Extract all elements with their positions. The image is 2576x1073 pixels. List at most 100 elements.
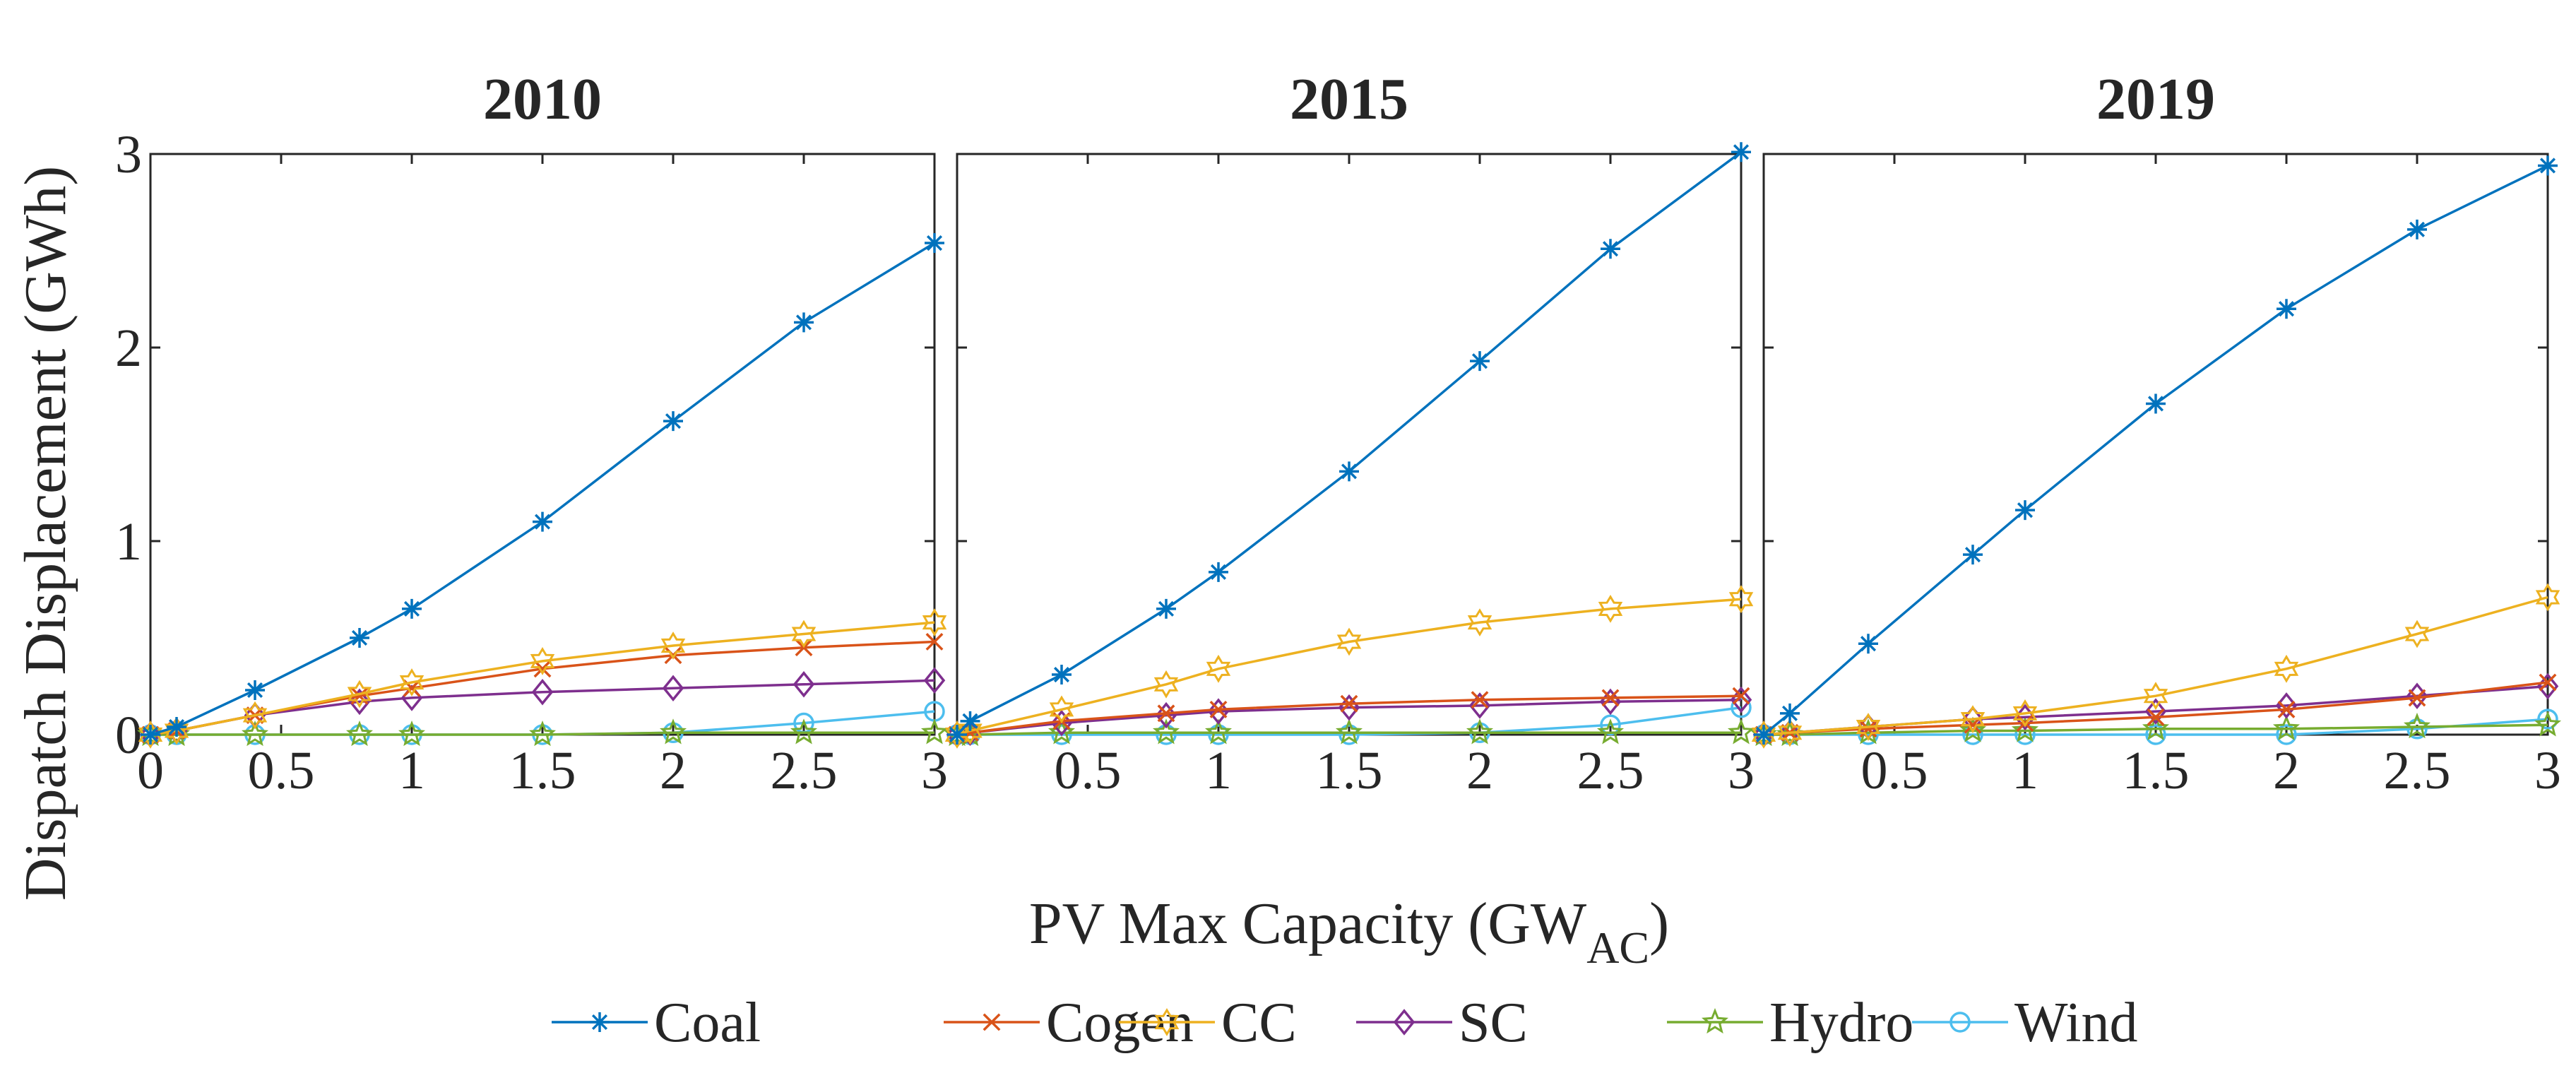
marker-hydro	[1466, 718, 1494, 745]
marker-cc	[791, 620, 817, 648]
marker-hydro	[920, 718, 949, 745]
x-tick-label: 0.5	[1861, 741, 1928, 800]
marker-sc	[1155, 701, 1177, 729]
marker-wind	[2145, 724, 2166, 745]
marker-coal	[2538, 155, 2558, 176]
x-tick-label: 0.5	[248, 741, 315, 800]
marker-hydro	[2534, 711, 2562, 737]
x-tick-label: 0	[137, 741, 164, 800]
x-axis-label: PV Max Capacity (GWAC)	[1029, 891, 1669, 973]
marker-hydro	[2011, 716, 2039, 742]
x-tick-label: 1	[2012, 741, 2038, 800]
legend-entry-sc: SC	[1356, 992, 1528, 1054]
x-tick-label: 2	[660, 741, 687, 800]
marker-coal	[350, 628, 369, 648]
marker-cc	[2404, 620, 2430, 648]
marker-cc	[2143, 682, 2168, 711]
marker-cc	[958, 716, 983, 745]
series-line-hydro	[1764, 723, 2548, 736]
marker-cc	[2012, 699, 2038, 728]
marker-cogen	[2539, 673, 2557, 692]
y-axis-label: Dispatch Displacement (GWh)	[13, 166, 78, 901]
marker-cc	[1049, 695, 1074, 724]
y-tick-label: 2	[115, 319, 142, 378]
marker-coal	[1156, 598, 1176, 619]
marker-coal	[663, 411, 683, 432]
marker-wind	[1051, 724, 1072, 745]
y-tick-label: 1	[115, 512, 142, 571]
marker-cogen	[2408, 689, 2426, 707]
marker-cc	[1777, 718, 1803, 747]
marker-cc	[1206, 654, 1231, 683]
marker-cc	[242, 701, 268, 730]
marker-hydro	[1959, 716, 1987, 742]
marker-hydro	[345, 720, 374, 747]
series-hydro	[1750, 711, 2562, 747]
marker-cogen	[2277, 700, 2296, 718]
marker-cogen	[2016, 714, 2034, 732]
marker-cc	[1728, 585, 1754, 614]
marker-coal	[1209, 562, 1228, 582]
marker-coal	[2277, 299, 2296, 319]
x-axis-label-close: )	[1649, 891, 1669, 956]
marker-cc	[138, 721, 163, 749]
legend-marker-coal	[590, 1012, 610, 1032]
marker-sc	[662, 675, 684, 702]
legend: Coal Cogen CC SC Hydro Wind	[552, 992, 2138, 1054]
marker-cogen	[1732, 687, 1750, 705]
marker-hydro	[2403, 712, 2431, 739]
series-line-cc	[956, 598, 1742, 736]
marker-cc	[347, 680, 372, 709]
marker-coal	[794, 312, 814, 333]
marker-sc	[2144, 698, 2167, 725]
marker-cc	[1467, 608, 1492, 637]
x-tick-label: 2	[1466, 741, 1493, 800]
marker-hydro	[1335, 718, 1363, 745]
marker-wind	[1600, 714, 1621, 736]
y-tick-label: 3	[115, 125, 142, 184]
marker-hydro	[1204, 718, 1233, 745]
marker-cogen	[350, 687, 369, 705]
marker-cogen	[1601, 689, 1620, 707]
x-tick-label: 1.5	[2123, 741, 2190, 800]
marker-hydro	[2272, 714, 2301, 740]
series-cc	[138, 608, 947, 749]
marker-coal	[1731, 142, 1751, 162]
x-tick-label: 1	[1205, 741, 1232, 800]
marker-wind	[2406, 718, 2428, 740]
x-axis-label-subscript: AC	[1586, 923, 1649, 973]
panel-2019: 0.5 1 1.5 2 2.5 3	[1750, 153, 2562, 800]
marker-coal	[2146, 393, 2166, 414]
marker-coal	[1339, 461, 1359, 482]
x-tick-label: 1.5	[509, 741, 576, 800]
marker-coal	[1858, 634, 1878, 654]
marker-cogen	[664, 646, 682, 665]
plot-frame	[1762, 153, 2549, 736]
marker-cogen	[1209, 700, 1228, 718]
panel-title-2010: 2010	[483, 66, 602, 132]
marker-wind	[1731, 696, 1752, 718]
series-line-hydro	[150, 731, 934, 736]
marker-coal	[1052, 665, 1072, 685]
legend-label: Hydro	[1769, 992, 1913, 1054]
panel-2015: 0.5 1 1.5 2 2.5 3	[943, 142, 1755, 800]
legend-label: Wind	[2014, 992, 2138, 1054]
marker-coal	[947, 725, 967, 745]
marker-cc	[399, 668, 425, 696]
panel-title-2015: 2015	[1290, 66, 1408, 132]
marker-cogen	[1340, 694, 1358, 713]
legend-marker-cogen	[983, 1013, 1001, 1031]
marker-sc	[923, 667, 946, 694]
x-tick-label: 2.5	[1577, 741, 1644, 800]
marker-coal	[533, 511, 552, 532]
series-line-coal	[1762, 164, 2548, 736]
marker-wind	[2276, 724, 2297, 745]
x-tick-label: 1	[398, 741, 425, 800]
y-tick-label: 0	[115, 706, 142, 765]
marker-hydro	[1047, 718, 1076, 745]
series-line-hydro	[957, 731, 1741, 736]
x-tick-label: 1.5	[1316, 741, 1383, 800]
x-tick-label: 3	[2534, 741, 2561, 800]
marker-cc	[530, 646, 555, 675]
